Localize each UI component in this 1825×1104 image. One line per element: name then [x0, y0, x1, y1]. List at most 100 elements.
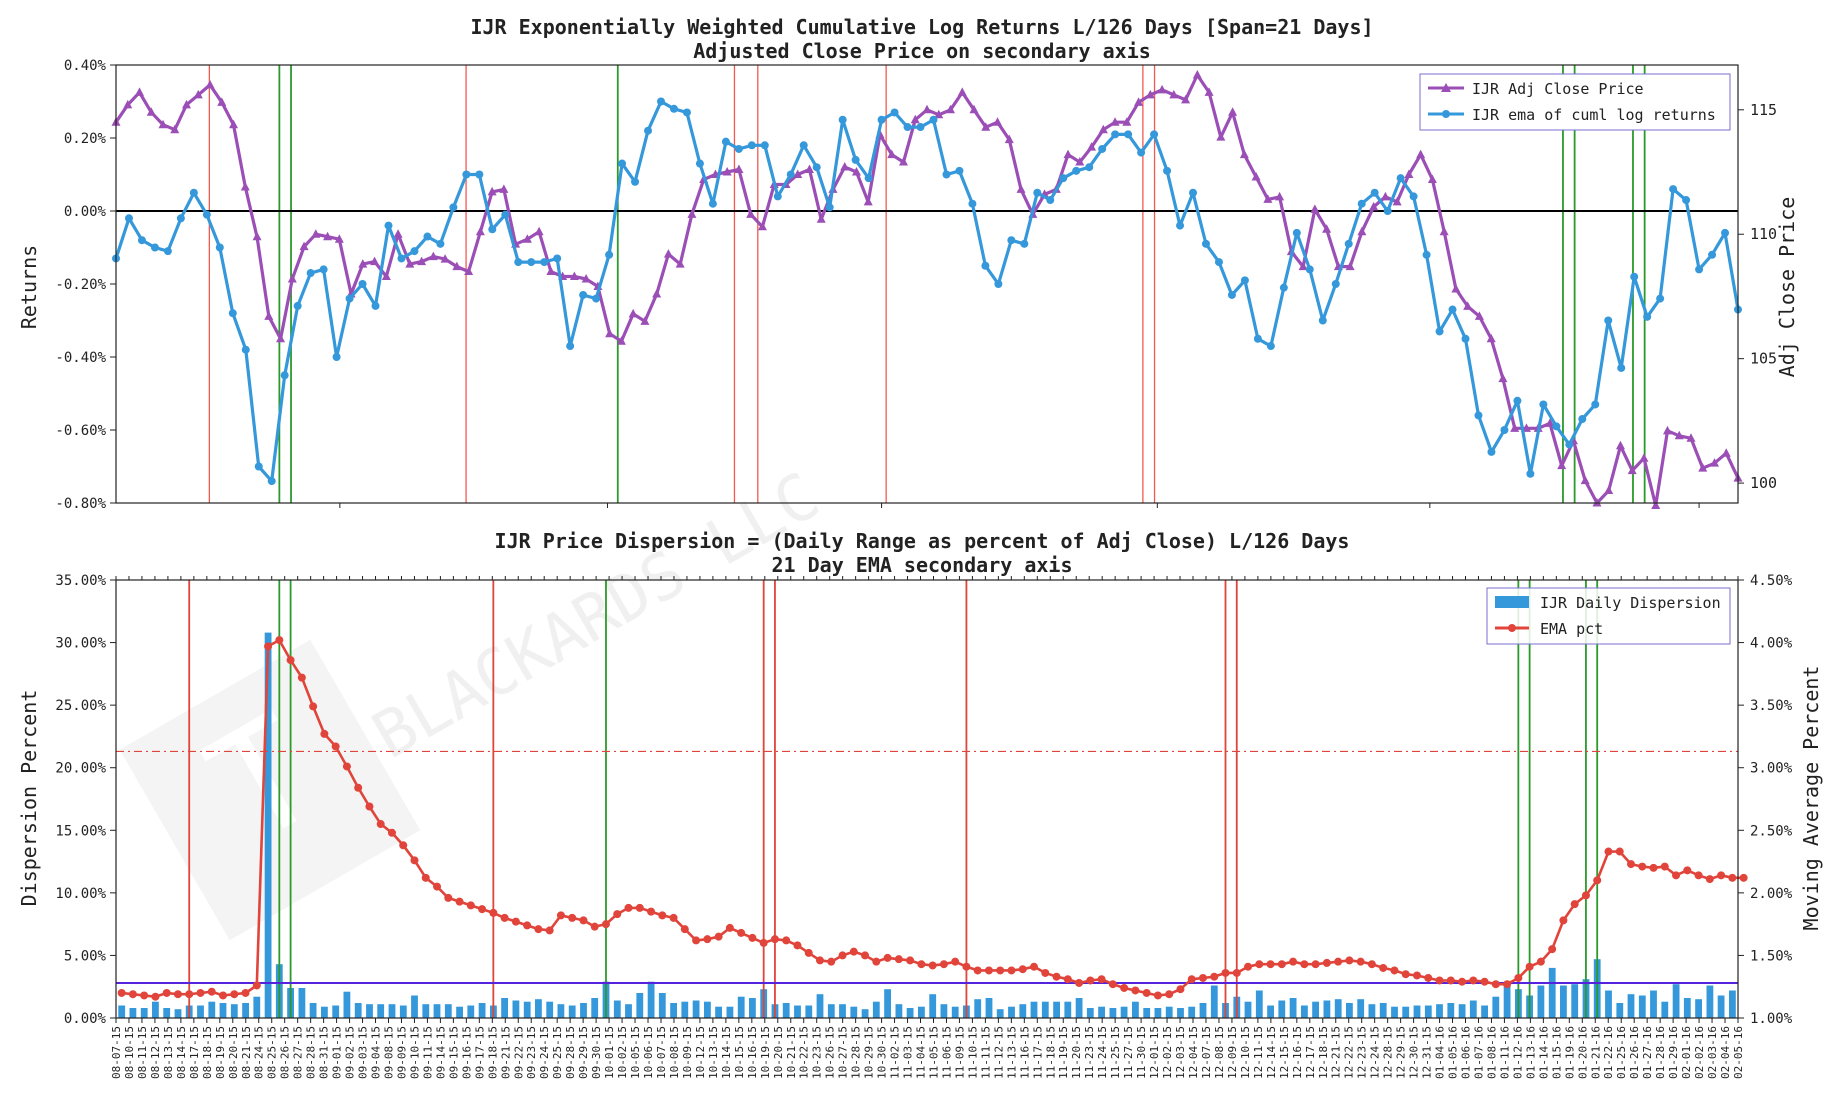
dispersion-bar: [1717, 995, 1725, 1018]
dispersion-bar: [1019, 1004, 1027, 1018]
ema-cuml-log-returns-point: [1331, 280, 1340, 288]
ema-pct-point: [309, 702, 318, 711]
dispersion-bar: [1560, 985, 1567, 1018]
dispersion-bar: [1402, 1006, 1410, 1018]
adj-close-point: [981, 122, 991, 131]
dispersion-bar: [1605, 990, 1612, 1018]
adj-close-point: [757, 221, 767, 231]
ema-pct-point: [1052, 972, 1061, 981]
adj-close-point: [1322, 224, 1332, 233]
ema-pct-point: [1570, 900, 1579, 909]
x-date-tick-label: 01-15-16: [1550, 1026, 1563, 1079]
ema-cuml-log-returns-point: [1007, 236, 1016, 245]
top-y-tick-label: -0.60%: [55, 423, 106, 439]
x-date-tick-label: 01-29-16: [1667, 1026, 1680, 1079]
ema-cuml-log-returns-point: [1409, 192, 1418, 201]
adj-close-point: [158, 119, 168, 129]
ema-pct-point: [173, 990, 182, 999]
dispersion-bar: [929, 994, 937, 1018]
ema-cuml-log-returns-point: [137, 236, 146, 245]
x-date-tick-label: 11-10-15: [966, 1026, 979, 1079]
ema-pct-point: [1401, 970, 1410, 979]
top-event-lines: [208, 65, 1646, 503]
adj-close-point: [1627, 465, 1637, 475]
adj-close-point: [393, 229, 403, 238]
x-date-tick-label: 12-07-15: [1200, 1026, 1213, 1079]
ema-cuml-log-returns-point: [1591, 400, 1600, 409]
dispersion-bar: [1447, 1003, 1455, 1018]
ema-pct-point: [387, 828, 396, 837]
adj-close-point: [193, 89, 203, 99]
x-date-tick-label: 09-28-15: [564, 1026, 577, 1079]
x-date-tick-label: 10-28-15: [850, 1026, 863, 1079]
ema-cuml-log-returns-point: [1617, 363, 1626, 372]
legend-label-ema-pct: EMA pct: [1540, 620, 1603, 638]
ema-cuml-log-returns-point: [1201, 239, 1210, 248]
ema-pct-point: [264, 642, 273, 651]
ema-pct-point: [1694, 871, 1703, 880]
ema-cuml-log-returns-point: [682, 108, 691, 117]
ema-cuml-log-returns-point: [1240, 276, 1249, 285]
bottom-y-tick-label: 10.00%: [55, 886, 106, 902]
x-date-tick-label: 12-02-15: [1161, 1026, 1174, 1079]
dispersion-bar: [794, 1005, 801, 1018]
ema-cuml-log-returns-point: [150, 243, 159, 252]
ema-cuml-log-returns-point: [812, 163, 821, 172]
dispersion-bar: [1030, 1001, 1038, 1018]
top-y-tick-label: 0.40%: [64, 58, 107, 74]
ema-pct-point: [894, 955, 903, 964]
ema-cuml-log-returns-point: [1227, 290, 1236, 299]
ema-pct-point: [1705, 875, 1714, 884]
adj-close-point: [687, 209, 697, 218]
x-date-tick-label: 09-29-15: [577, 1026, 590, 1079]
ema-pct-point: [1683, 866, 1692, 875]
dispersion-bar: [152, 1001, 159, 1018]
ema-cuml-log-returns-point: [553, 254, 562, 263]
adj-close-point: [1369, 201, 1379, 211]
adj-close-point: [804, 164, 814, 174]
ema-cuml-log-returns-point: [293, 301, 302, 310]
x-date-tick-label: 08-12-15: [149, 1026, 162, 1079]
ema-pct-point: [1198, 973, 1207, 982]
x-date-tick-label: 11-25-15: [1109, 1026, 1122, 1079]
x-date-tick-label: 12-03-15: [1174, 1026, 1187, 1079]
dispersion-bar: [332, 1005, 340, 1018]
ema-pct-point: [1536, 957, 1545, 966]
bottom-y-tick-label: 30.00%: [55, 636, 106, 652]
ema-cuml-log-returns-point: [1098, 144, 1107, 153]
ema-pct-point: [579, 916, 588, 925]
ema-cuml-log-returns-point: [267, 477, 276, 486]
ema-pct-point: [444, 893, 453, 902]
x-date-tick-label: 12-16-15: [1291, 1026, 1304, 1079]
dispersion-bar: [1469, 1000, 1477, 1018]
top-y2-tick-label: 105: [1750, 350, 1777, 368]
dispersion-bar: [737, 996, 745, 1018]
ema-pct-point: [861, 951, 870, 960]
adj-close-point: [957, 87, 967, 96]
ema-pct-point: [410, 856, 419, 865]
ema-cuml-log-returns-point: [1513, 396, 1522, 405]
ema-cuml-log-returns-point: [1357, 199, 1366, 208]
dispersion-bar: [782, 1003, 790, 1018]
adj-close-point: [428, 251, 438, 261]
x-date-tick-label: 12-30-15: [1408, 1026, 1421, 1079]
adj-close-point: [569, 271, 579, 281]
ema-pct-point: [1142, 988, 1151, 997]
dispersion-bar: [749, 998, 756, 1018]
bottom-plot-frame: [115, 579, 1739, 1019]
dispersion-bar: [1053, 1001, 1060, 1018]
ema-cuml-log-returns-point: [462, 170, 471, 179]
ema-pct-point: [725, 923, 734, 932]
x-date-tick-label: 09-17-15: [473, 1026, 486, 1079]
dispersion-bar: [906, 1008, 914, 1018]
ema-pct-point: [838, 951, 847, 960]
adj-close-point: [1087, 142, 1097, 151]
ema-cuml-log-returns-point: [1552, 422, 1561, 431]
ema-cuml-log-returns-point: [540, 258, 549, 267]
dispersion-bar: [805, 1005, 813, 1018]
bottom-y2-tick-label: 2.50%: [1750, 823, 1793, 839]
ema-cuml-log-returns-point: [371, 301, 380, 310]
ema-pct-point: [545, 926, 554, 935]
dispersion-bar: [1199, 1003, 1207, 1018]
